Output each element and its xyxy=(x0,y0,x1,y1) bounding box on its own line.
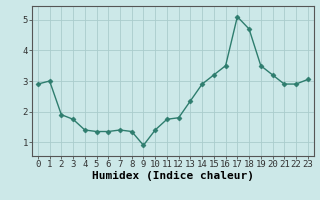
X-axis label: Humidex (Indice chaleur): Humidex (Indice chaleur) xyxy=(92,171,254,181)
